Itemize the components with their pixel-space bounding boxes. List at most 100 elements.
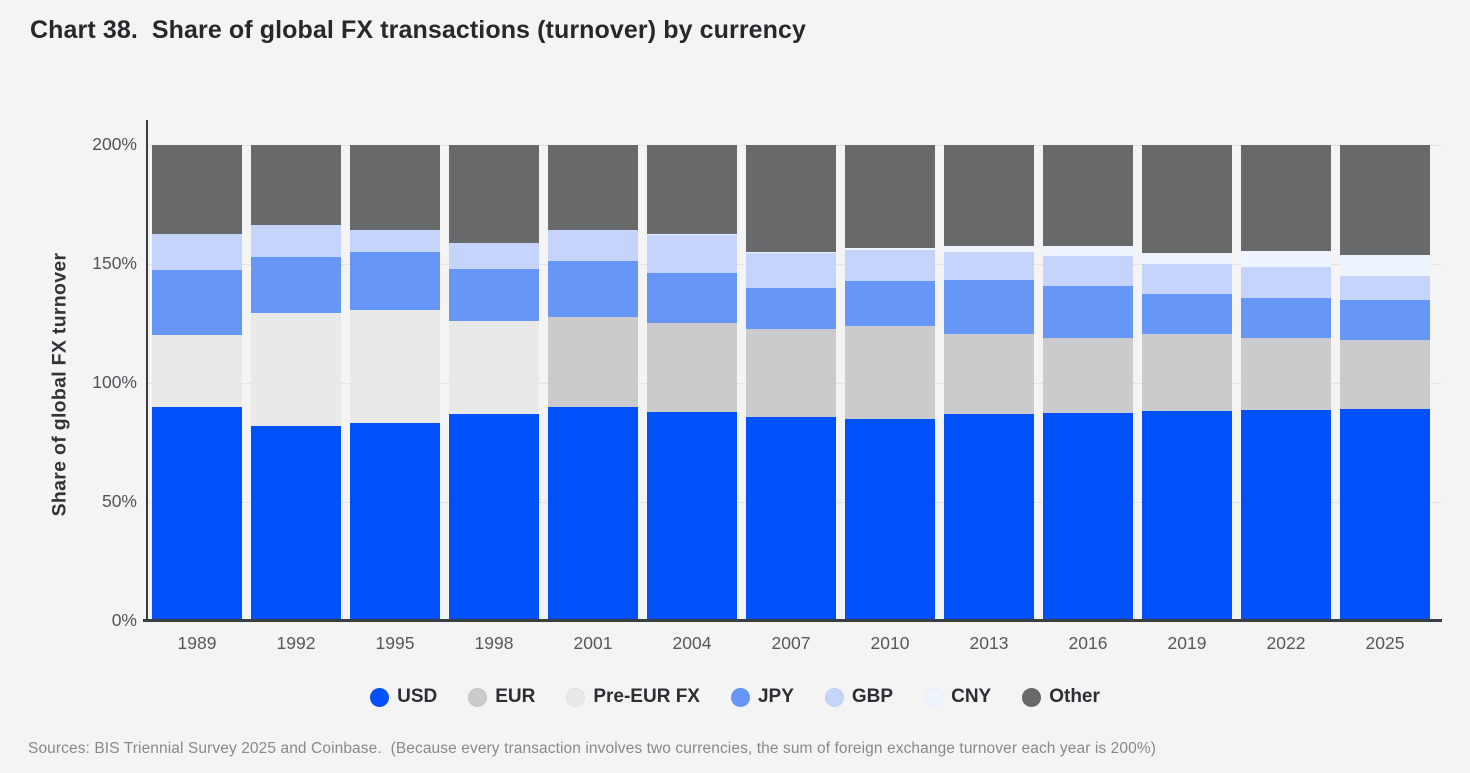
bar-segment-usd-1995: [350, 422, 440, 621]
bar-segment-pre-eur-fx-1992: [251, 312, 341, 426]
bar-segment-other-1989: [152, 145, 242, 235]
bar-segment-eur-2019: [1142, 334, 1232, 411]
bar-segment-cny-2019: [1142, 253, 1232, 264]
bar-segment-eur-2013: [944, 334, 1034, 414]
bar-segment-cny-2022: [1241, 250, 1331, 268]
y-tick-label-150: 150%: [92, 253, 137, 273]
bar-segment-eur-2022: [1241, 337, 1331, 411]
bar-segment-gbp-2022: [1241, 267, 1331, 299]
bar-segment-usd-2016: [1043, 412, 1133, 621]
bar-1992: [251, 145, 341, 621]
y-tick-label-50: 50%: [101, 491, 137, 511]
bar-segment-other-2025: [1340, 145, 1430, 256]
legend-item-usd: USD: [370, 686, 437, 708]
bar-segment-eur-2004: [647, 322, 737, 412]
bar-segment-gbp-2007: [746, 252, 836, 289]
y-axis-line: [146, 120, 148, 621]
bar-1989: [152, 145, 242, 621]
bar-segment-eur-2010: [845, 325, 935, 419]
bar-segment-gbp-1989: [152, 234, 242, 270]
legend-label-gbp: GBP: [851, 686, 894, 707]
x-tick-label-2022: 2022: [1266, 633, 1306, 653]
bar-2007: [746, 145, 836, 621]
legend-swatch-cny: [924, 687, 944, 707]
bar-segment-jpy-2019: [1142, 294, 1232, 334]
legend-swatch-usd: [370, 687, 390, 707]
bar-segment-jpy-2016: [1043, 286, 1133, 338]
bar-segment-gbp-2019: [1142, 263, 1232, 294]
bar-segment-usd-2010: [845, 418, 935, 621]
x-tick-label-2004: 2004: [672, 633, 712, 653]
legend-label-cny: CNY: [951, 686, 992, 707]
legend-swatch-eur: [468, 687, 488, 707]
bar-segment-cny-2016: [1043, 246, 1133, 256]
bar-1998: [449, 145, 539, 621]
legend-label-other: Other: [1049, 686, 1100, 707]
bar-2013: [944, 145, 1034, 621]
x-tick-label-2001: 2001: [573, 633, 613, 653]
bar-segment-jpy-1989: [152, 269, 242, 336]
chart-number: Chart 38.: [30, 16, 138, 44]
bar-segment-eur-2016: [1043, 337, 1133, 413]
legend-label-pre-eur-fx: Pre-EUR FX: [593, 686, 700, 707]
bar-segment-gbp-1995: [350, 229, 440, 253]
bar-segment-jpy-2025: [1340, 299, 1430, 340]
bar-segment-pre-eur-fx-1995: [350, 309, 440, 423]
bar-segment-cny-2013: [944, 246, 1034, 252]
bar-segment-other-2010: [845, 145, 935, 248]
bar-segment-jpy-2010: [845, 280, 935, 326]
bar-segment-usd-1992: [251, 425, 341, 621]
legend-swatch-jpy: [730, 687, 750, 707]
x-tick-label-2025: 2025: [1365, 633, 1405, 653]
bar-2001: [548, 145, 638, 621]
bar-segment-usd-1998: [449, 414, 539, 621]
bar-segment-other-2019: [1142, 145, 1232, 254]
bar-segment-gbp-2025: [1340, 275, 1430, 300]
bar-segment-usd-2004: [647, 411, 737, 621]
bar-segment-jpy-2022: [1241, 298, 1331, 338]
legend: USD EUR Pre-EUR FX JPY GBP CNY Other: [0, 686, 1470, 708]
bar-segment-jpy-2013: [944, 279, 1034, 335]
bar-1995: [350, 145, 440, 621]
legend-swatch-gbp: [824, 687, 844, 707]
x-tick-label-2010: 2010: [870, 633, 910, 653]
bar-2025: [1340, 145, 1430, 621]
bar-segment-gbp-2013: [944, 251, 1034, 280]
bar-segment-other-2001: [548, 145, 638, 230]
plot-area: [146, 144, 1441, 621]
legend-label-jpy: JPY: [757, 686, 794, 707]
chart-title: Chart 38. Share of global FX transactions…: [30, 16, 806, 45]
x-tick-label-2007: 2007: [771, 633, 811, 653]
bar-segment-other-2007: [746, 145, 836, 252]
x-tick-label-2016: 2016: [1068, 633, 1108, 653]
bar-2016: [1043, 145, 1133, 621]
bar-segment-usd-2013: [944, 413, 1034, 621]
bar-segment-gbp-2001: [548, 229, 638, 261]
bar-segment-other-2016: [1043, 145, 1133, 247]
bar-segment-eur-2007: [746, 329, 836, 418]
bar-segment-jpy-1998: [449, 269, 539, 322]
legend-item-gbp: GBP: [824, 686, 894, 708]
x-axis-line: [143, 619, 1442, 622]
bar-segment-other-2004: [647, 145, 737, 234]
y-tick-label-0: 0%: [111, 610, 137, 630]
bar-segment-jpy-1992: [251, 257, 341, 313]
bar-segment-usd-2025: [1340, 408, 1430, 621]
legend-label-usd: USD: [397, 686, 438, 707]
bar-segment-other-2022: [1241, 145, 1331, 251]
bar-segment-jpy-1995: [350, 252, 440, 310]
bar-segment-other-1992: [251, 145, 341, 225]
bar-segment-eur-2001: [548, 316, 638, 408]
legend-item-other: Other: [1022, 686, 1100, 708]
legend-swatch-other: [1022, 687, 1042, 707]
y-tick-label-200: 200%: [92, 134, 137, 154]
bar-segment-eur-2025: [1340, 339, 1430, 409]
x-tick-label-1989: 1989: [177, 633, 217, 653]
bar-segment-gbp-1992: [251, 224, 341, 258]
bar-2022: [1241, 145, 1331, 621]
chart-title-text: Share of global FX transactions (turnove…: [151, 16, 807, 44]
y-tick-label-100: 100%: [92, 372, 137, 392]
bar-segment-other-1998: [449, 145, 539, 244]
bar-segment-other-1995: [350, 145, 440, 230]
x-tick-label-1998: 1998: [474, 633, 514, 653]
